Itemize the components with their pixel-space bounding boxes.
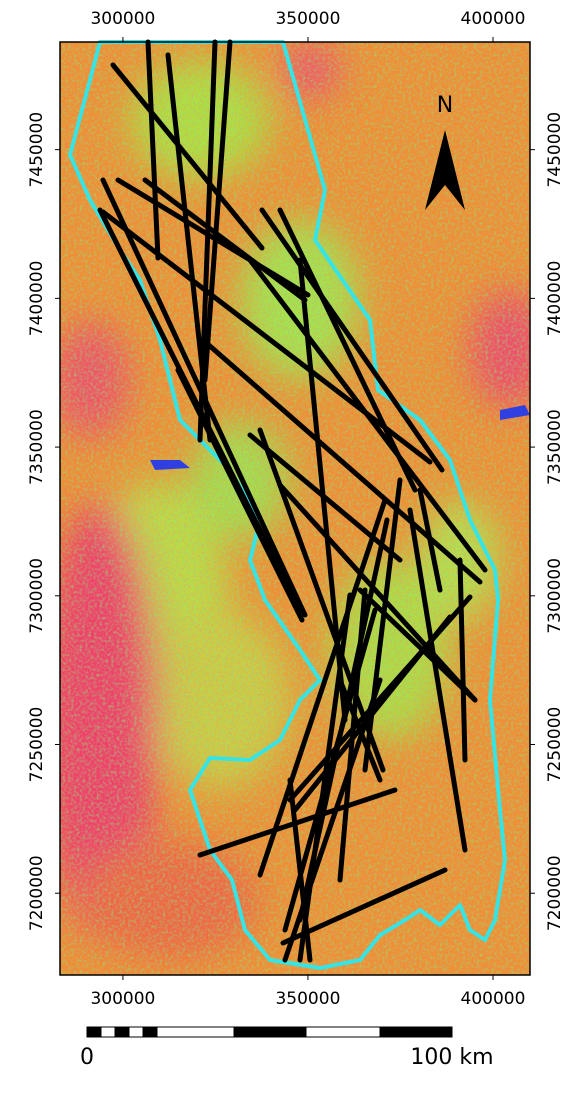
- y-tick-label-left: 7300000: [27, 558, 47, 634]
- x-tick-label-top: 300000: [90, 9, 155, 29]
- x-tick-label-bottom: 400000: [461, 989, 526, 1009]
- y-tick-label-right: 7200000: [545, 855, 565, 931]
- x-tick-label-bottom: 300000: [90, 989, 155, 1009]
- x-tick-label-top: 350000: [275, 9, 340, 29]
- x-tick-label-top: 400000: [461, 9, 526, 29]
- scale-bar: [87, 1027, 452, 1037]
- y-tick-label-left: 7200000: [27, 855, 47, 931]
- x-tick-label-bottom: 350000: [275, 989, 340, 1009]
- y-tick-label-right: 7350000: [545, 409, 565, 485]
- y-tick-label-left: 7450000: [27, 112, 47, 188]
- y-tick-label-right: 7250000: [545, 707, 565, 783]
- scale-end-label: 100 km: [410, 1045, 493, 1070]
- y-tick-label-left: 7400000: [27, 261, 47, 337]
- y-tick-label-right: 7400000: [545, 261, 565, 337]
- map-figure: N 0 100 km 300000 300000 350000 350000 40000…: [0, 0, 575, 1097]
- y-tick-label-right: 7450000: [545, 112, 565, 188]
- y-tick-label-left: 7250000: [27, 707, 47, 783]
- scale-start-label: 0: [80, 1045, 94, 1070]
- north-label: N: [437, 93, 453, 118]
- y-tick-label-right: 7300000: [545, 558, 565, 634]
- y-tick-label-left: 7350000: [27, 409, 47, 485]
